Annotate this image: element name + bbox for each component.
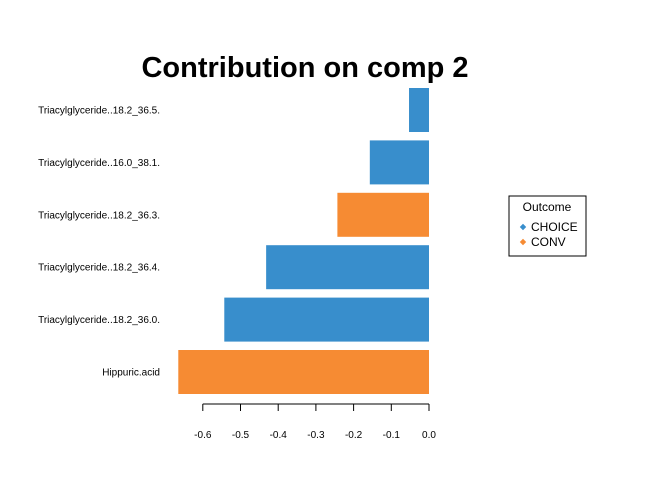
bar <box>369 140 429 185</box>
x-tick-label: -0.5 <box>232 430 250 441</box>
category-label: Triacylglyceride..18.2_36.3. <box>38 210 160 221</box>
x-tick-label: -0.2 <box>345 430 363 441</box>
legend-label: CONV <box>531 235 566 249</box>
x-axis: -0.6 -0.5 -0.4 -0.3 -0.2 -0.1 0.0 <box>194 403 436 441</box>
x-tick-label: -0.3 <box>307 430 325 441</box>
bar <box>266 245 429 290</box>
category-labels: Triacylglyceride..18.2_36.5. Triacylglyce… <box>38 106 160 379</box>
category-label: Triacylglyceride..18.2_36.5. <box>38 106 160 117</box>
category-label: Triacylglyceride..18.2_36.0. <box>38 315 160 326</box>
x-tick-label: -0.4 <box>270 430 288 441</box>
x-tick-label: -0.6 <box>194 430 212 441</box>
legend-diamond-icon <box>519 238 527 246</box>
bar <box>337 192 429 237</box>
legend-title: Outcome <box>523 200 572 214</box>
bars-layer <box>178 88 429 394</box>
bar <box>224 297 429 342</box>
bar <box>178 350 429 394</box>
chart-title: Contribution on comp 2 <box>141 52 468 84</box>
bar <box>409 88 429 132</box>
legend-diamond-icon <box>519 223 527 231</box>
legend-label: CHOICE <box>531 220 578 234</box>
category-label: Triacylglyceride..18.2_36.4. <box>38 263 160 274</box>
category-label: Triacylglyceride..16.0_38.1. <box>38 158 160 169</box>
x-tick-label: 0.0 <box>422 430 436 441</box>
x-tick-label: -0.1 <box>383 430 401 441</box>
category-label: Hippuric.acid <box>102 368 160 379</box>
